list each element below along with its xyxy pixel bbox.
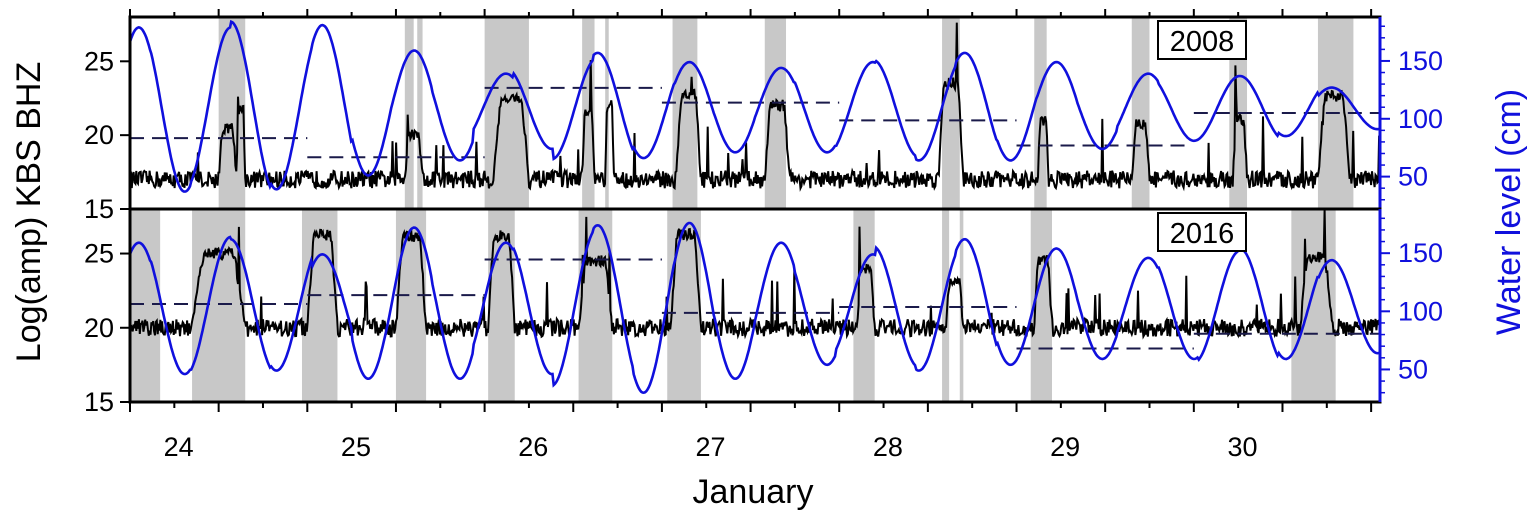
shaded-band <box>1131 17 1150 209</box>
right-tick-label: 150 <box>1398 46 1443 76</box>
shaded-band <box>301 209 338 402</box>
shaded-band <box>1034 17 1047 209</box>
water-level-line <box>128 19 1381 193</box>
water-level-line <box>128 221 1381 395</box>
shaded-band <box>488 209 515 402</box>
x-tick-label: 24 <box>164 432 194 462</box>
panel-2016: 15 20 25 50 100 150 2016 <box>84 207 1443 417</box>
shaded-band <box>1291 209 1336 402</box>
shaded-band <box>942 209 950 402</box>
year-label-box <box>1157 20 1247 60</box>
shaded-band <box>417 17 423 209</box>
shaded-band <box>853 209 875 402</box>
shaded-band <box>404 17 414 209</box>
year-label: 2008 <box>1170 26 1235 58</box>
year-label: 2016 <box>1170 218 1235 250</box>
left-tick-label: 15 <box>84 194 114 224</box>
y-axis-title-left: Log(amp) KBS BHZ <box>10 62 48 362</box>
x-tick-label: 28 <box>873 432 903 462</box>
x-tick-label: 25 <box>341 432 371 462</box>
left-tick-label: 25 <box>84 239 114 269</box>
shaded-band <box>218 17 246 209</box>
shaded-band <box>192 209 246 402</box>
right-tick-label: 100 <box>1398 104 1443 134</box>
x-tick-label: 29 <box>1050 432 1080 462</box>
right-tick-label: 50 <box>1398 354 1428 384</box>
left-tick-label: 20 <box>84 120 114 150</box>
x-tick-label: 30 <box>1227 432 1257 462</box>
shaded-band <box>484 17 529 209</box>
shaded-band <box>672 17 698 209</box>
left-tick-label: 20 <box>84 313 114 343</box>
left-tick-label: 25 <box>84 46 114 76</box>
y-axis-title-right: Water level (cm) <box>1490 89 1528 335</box>
year-label-box <box>1157 212 1247 252</box>
right-tick-label: 100 <box>1398 296 1443 326</box>
shaded-band <box>764 17 787 209</box>
shaded-band <box>130 209 161 402</box>
x-tick-label: 27 <box>696 432 726 462</box>
x-axis-title: January <box>693 473 814 511</box>
seismic-trace <box>129 22 1381 192</box>
left-tick-label: 15 <box>84 387 114 417</box>
x-axis: 24 25 26 27 28 29 30 <box>129 9 1373 462</box>
panel-2008: 15 20 25 50 100 150 2008 <box>84 15 1443 224</box>
right-tick-label: 150 <box>1398 238 1443 268</box>
right-tick-label: 50 <box>1398 162 1428 192</box>
x-tick-label: 26 <box>518 432 548 462</box>
